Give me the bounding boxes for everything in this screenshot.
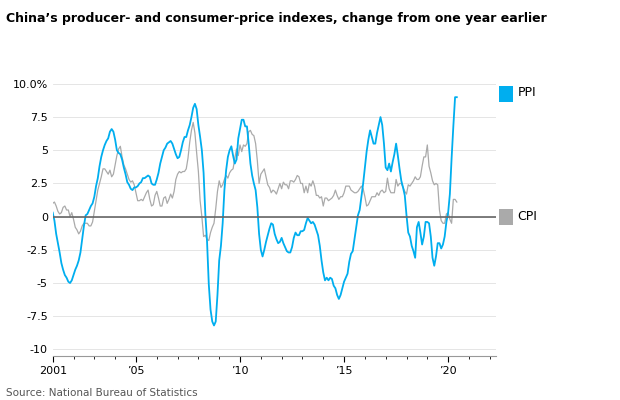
Text: Source: National Bureau of Statistics: Source: National Bureau of Statistics — [6, 388, 198, 398]
Text: China’s producer- and consumer-price indexes, change from one year earlier: China’s producer- and consumer-price ind… — [6, 12, 547, 25]
Text: PPI: PPI — [518, 86, 536, 98]
Text: CPI: CPI — [518, 210, 538, 223]
